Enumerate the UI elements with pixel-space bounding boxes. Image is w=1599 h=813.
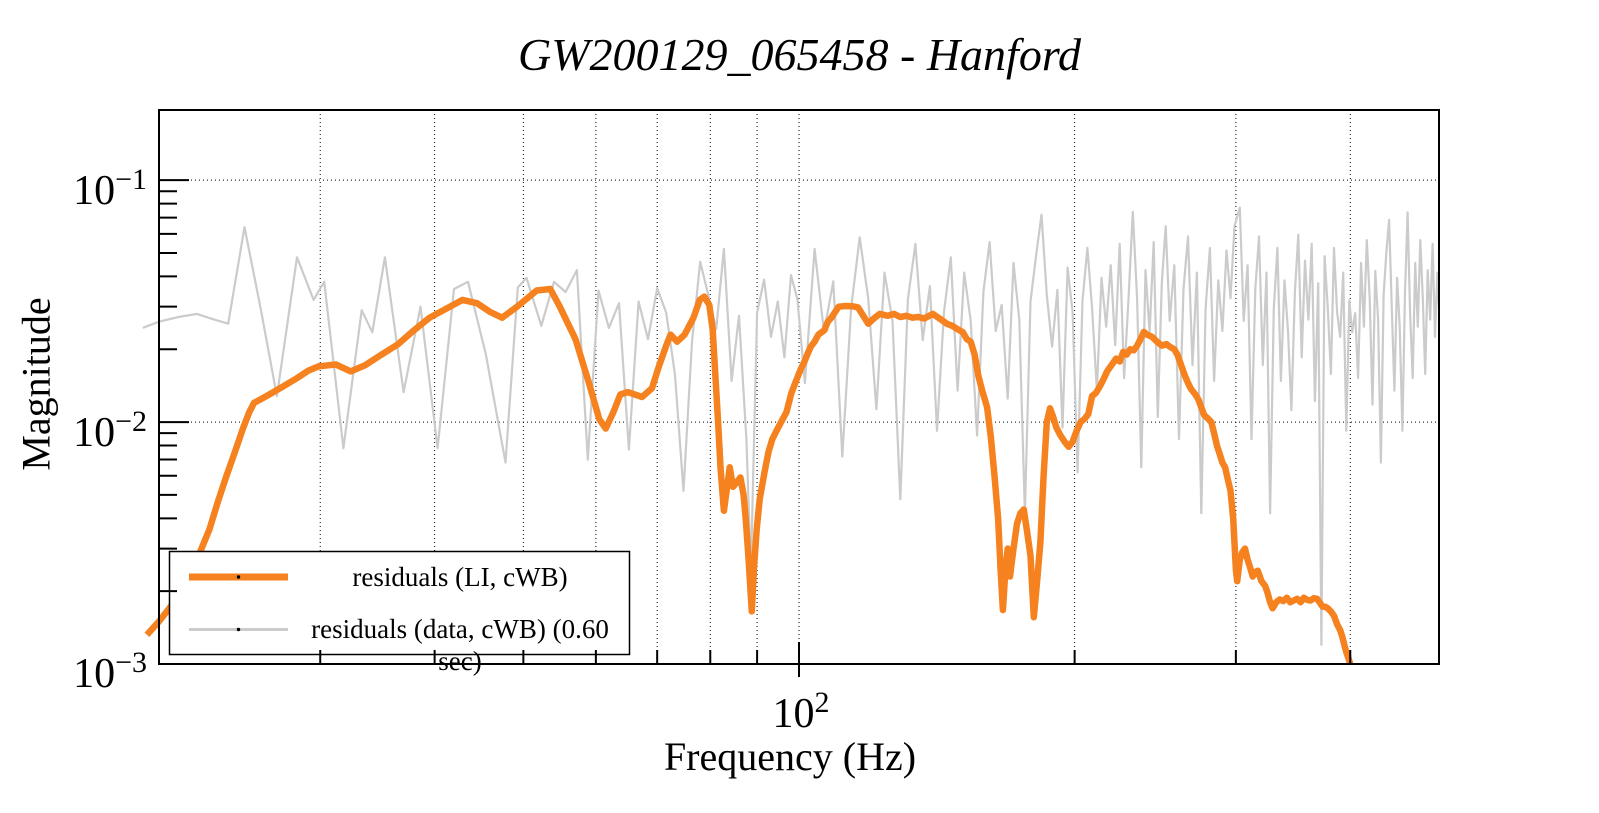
series-line-0 (142, 206, 1441, 646)
series-line-1 (144, 285, 1354, 665)
x-tick-label-1e2: 102 (772, 686, 830, 737)
x-axis-title: Frequency (Hz) (663, 734, 917, 779)
chart-title: GW200129_065458 - Hanford (517, 29, 1082, 80)
axis-ticks (159, 179, 1352, 677)
y-tick-label-1e-1: 10−1 (73, 163, 147, 214)
legend-item-li-cwb: residuals (LI, cWB) (352, 562, 568, 592)
legend-item-data-cwb: residuals (data, cWB) (0.60 sec) (311, 614, 609, 676)
series-lines (142, 206, 1441, 665)
y-tick-label-1e-2: 10−2 (73, 405, 147, 456)
y-tick-label-1e-3: 10−3 (73, 646, 147, 697)
gridlines (159, 110, 1439, 664)
legend-marker-dot (236, 575, 241, 579)
legend-marker-dot (236, 627, 241, 632)
legend-box (168, 550, 631, 656)
